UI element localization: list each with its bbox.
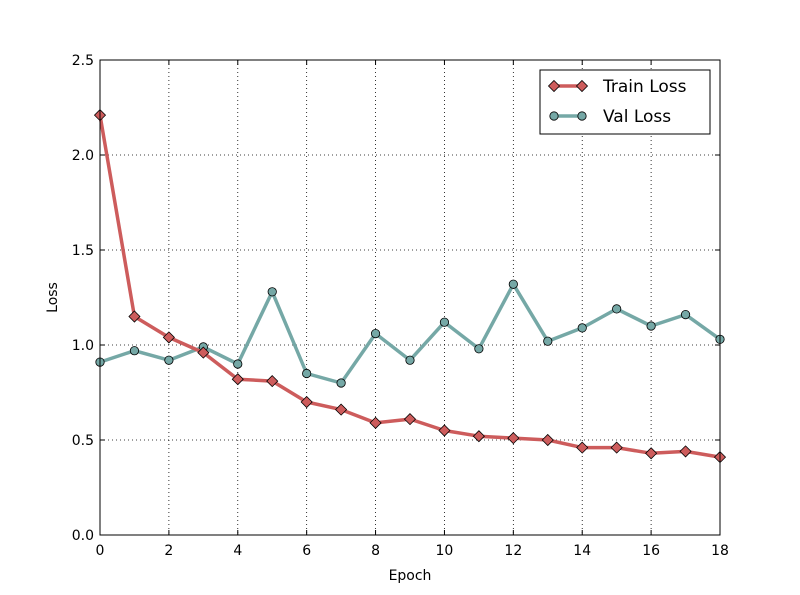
legend-marker (575, 79, 589, 93)
data-point (543, 336, 553, 346)
data-point (679, 445, 692, 458)
x-axis-label: Epoch (389, 568, 432, 584)
data-point (128, 310, 141, 323)
y-tick-label: 1.5 (72, 243, 94, 259)
x-tick-label: 6 (302, 543, 311, 559)
series-layer (93, 109, 727, 464)
legend-label: Val Loss (603, 107, 671, 127)
data-point (267, 287, 277, 297)
data-point (336, 378, 346, 388)
y-tick-label: 2.5 (72, 53, 94, 69)
plot-frame (99, 59, 721, 536)
data-point (231, 373, 244, 386)
y-tick-label: 0.5 (72, 433, 94, 449)
legend-marker (547, 79, 561, 93)
x-tick-label: 18 (711, 543, 729, 559)
data-point (508, 279, 518, 289)
data-point (233, 359, 243, 369)
data-point (576, 441, 589, 454)
series-train-loss (93, 109, 727, 464)
x-tick-label: 14 (573, 543, 591, 559)
legend-item: Val Loss (549, 107, 671, 127)
data-point (266, 375, 279, 388)
data-point (507, 432, 520, 445)
legend-marker (577, 111, 587, 121)
data-point (164, 355, 174, 365)
data-point (610, 441, 623, 454)
data-point (438, 424, 451, 437)
data-point (612, 304, 622, 314)
x-tick-label: 0 (96, 543, 105, 559)
x-tick-label: 12 (504, 543, 522, 559)
data-point (335, 403, 348, 416)
data-point (405, 355, 415, 365)
y-axis-label: Loss (45, 282, 61, 313)
legend: Train Loss Val Loss (539, 69, 711, 135)
data-point (129, 346, 140, 356)
y-tick-label: 0.0 (72, 528, 94, 544)
legend-item: Train Loss (547, 77, 687, 97)
data-point (680, 309, 691, 320)
x-tick-label: 4 (233, 543, 242, 559)
axis-ticks: 0 2 4 6 8 10 12 14 16 18 0.0 0.5 1.0 1.5 2.0 2.5 (72, 53, 729, 559)
grid (100, 60, 720, 535)
data-point (300, 395, 313, 409)
data-point (403, 413, 417, 426)
data-point (645, 447, 658, 460)
data-point (162, 331, 175, 344)
data-point (370, 328, 381, 339)
data-point (197, 346, 210, 359)
legend-box (539, 69, 711, 135)
y-tick-label: 2.0 (72, 148, 94, 164)
data-point (439, 317, 450, 327)
data-point (541, 433, 554, 447)
data-point (302, 368, 312, 379)
data-point (472, 430, 485, 443)
x-tick-label: 8 (371, 543, 380, 559)
data-point (369, 416, 382, 429)
legend-label: Train Loss (602, 77, 687, 97)
x-tick-label: 16 (642, 543, 660, 559)
y-tick-label: 1.0 (72, 338, 94, 354)
data-point (646, 321, 656, 331)
legend-marker (549, 111, 559, 121)
x-tick-label: 10 (436, 543, 454, 559)
data-point (474, 344, 484, 354)
data-point (577, 323, 587, 333)
x-tick-label: 2 (164, 543, 173, 559)
